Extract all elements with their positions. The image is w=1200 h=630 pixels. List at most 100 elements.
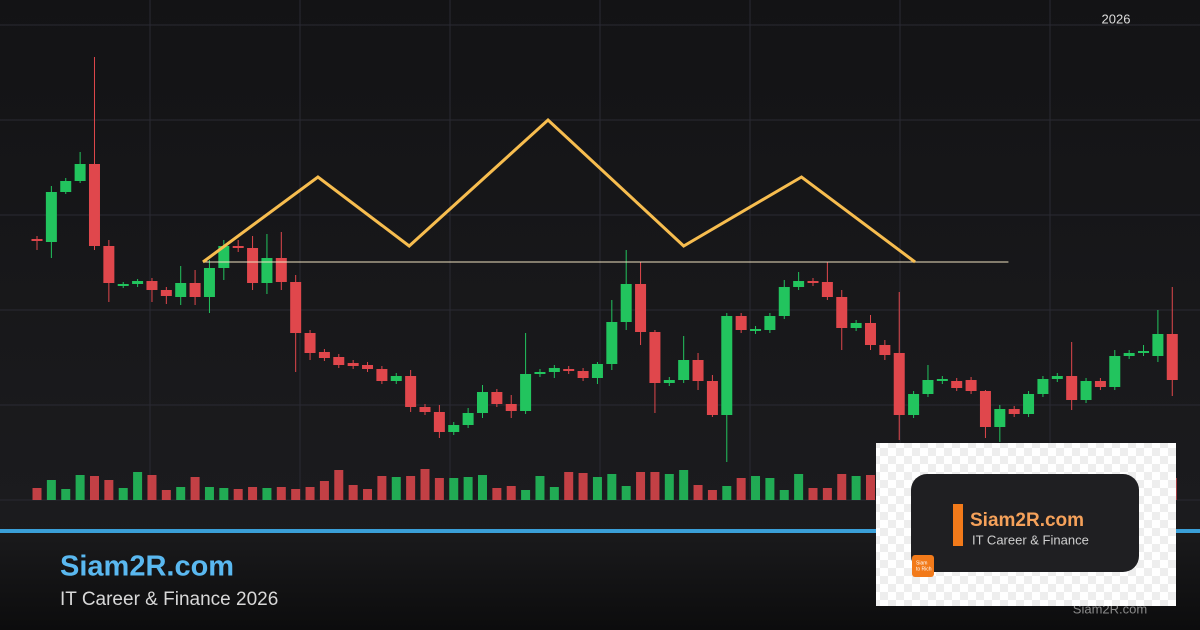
logo-panel [911, 474, 1139, 572]
volume-bar [765, 478, 775, 500]
logo-name: Siam2R.com [970, 510, 1084, 531]
volume-bar [693, 485, 703, 500]
candle-body [218, 246, 230, 268]
logo-icon [912, 555, 934, 577]
volume-bar [535, 476, 545, 500]
logo-icon-text: to Rich [916, 566, 932, 572]
candle-body [448, 425, 460, 432]
candle-body [405, 376, 417, 407]
candle-body [893, 353, 905, 415]
volume-bar [61, 489, 71, 500]
volume-bar [707, 490, 717, 500]
volume-bar [650, 472, 660, 500]
candle-body [635, 284, 647, 332]
candle-body [1094, 381, 1106, 387]
candle-body [261, 258, 273, 283]
volume-bar [219, 488, 229, 500]
candle-body [175, 283, 187, 297]
candle-body [433, 412, 445, 432]
candle-body [850, 323, 862, 328]
candle-body [836, 297, 848, 328]
candle-body [563, 369, 575, 371]
volume-bar [391, 477, 401, 500]
candle-body [1066, 376, 1078, 400]
candle-body [275, 258, 287, 282]
volume-bar [592, 477, 602, 500]
volume-bar [492, 488, 502, 500]
candle-body [462, 413, 474, 425]
candle-body [88, 164, 100, 246]
candle-body [678, 360, 690, 380]
candle-body [1051, 376, 1063, 379]
volume-bar [779, 490, 789, 500]
volume-bar [621, 486, 631, 500]
logo-bar [953, 504, 963, 546]
candle-body [505, 404, 517, 411]
brand-title: Siam2R.com [60, 551, 234, 583]
candle-body [60, 181, 72, 192]
candle-body [620, 284, 632, 322]
divider [0, 529, 1200, 533]
candle-body [793, 281, 805, 287]
candle-body [577, 371, 589, 378]
volume-bar [449, 478, 459, 500]
candle-body [290, 282, 302, 333]
candle-body [879, 345, 891, 355]
candle-body [1138, 351, 1150, 353]
candle-body [706, 381, 718, 415]
volume-bar [319, 481, 329, 500]
grid [0, 0, 1200, 501]
candle-body [548, 368, 560, 372]
candle-body [649, 332, 661, 383]
pattern-line [202, 117, 916, 264]
volume-bar [32, 488, 42, 500]
volume-bar [636, 472, 646, 500]
candle-body [807, 281, 819, 283]
volume-bar [607, 474, 617, 500]
volume-bar [420, 469, 430, 500]
candle-body [764, 316, 776, 330]
candle-body [74, 164, 86, 181]
logo-icon-text: Siam [916, 560, 927, 566]
candle-body [31, 239, 43, 241]
volume-bar [377, 476, 387, 500]
volume-bar [578, 473, 588, 500]
candle-body [203, 268, 215, 297]
volume-bar [564, 472, 574, 500]
candle-body [333, 357, 345, 365]
volume-bar [808, 488, 818, 500]
volume-bar [463, 477, 473, 500]
candle-body [735, 316, 747, 330]
candle-body [1166, 334, 1178, 380]
candle-body [45, 192, 57, 242]
candle-body [1152, 334, 1164, 356]
volume-bar [176, 487, 186, 500]
candle-body [1123, 353, 1135, 356]
brand-subtitle: IT Career & Finance 2026 [60, 589, 278, 610]
candle-body [922, 380, 934, 394]
candle-body [821, 282, 833, 297]
volume-bar [104, 480, 114, 500]
volume-bar [822, 488, 832, 500]
volume-bar [722, 486, 732, 500]
candle-body [132, 281, 144, 284]
volume-bar [348, 485, 358, 500]
volume-bar [291, 489, 301, 500]
volume-bar [549, 487, 559, 500]
candle-body [247, 248, 259, 283]
volume-bar [46, 480, 56, 500]
candle-body [951, 381, 963, 388]
candle-body [1023, 394, 1035, 414]
candle-body [419, 407, 431, 412]
candle-body [1008, 409, 1020, 414]
candle-body [591, 364, 603, 378]
candle-body [117, 284, 129, 286]
year-label: 2026 [1102, 11, 1131, 26]
candle-body [376, 369, 388, 381]
candle-body [1037, 379, 1049, 394]
candle-body [103, 246, 115, 283]
volume-bar [664, 474, 674, 500]
candle-body [778, 287, 790, 316]
candle-body [936, 379, 948, 381]
candle-body [965, 380, 977, 391]
